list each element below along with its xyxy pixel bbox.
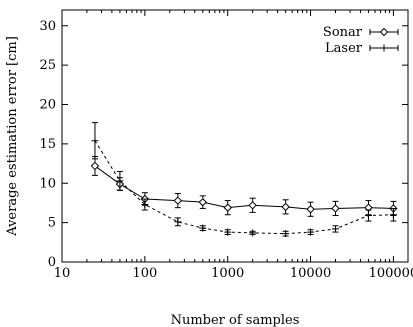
- series-laser: [91, 122, 397, 238]
- series-sonar: [90, 155, 398, 217]
- laser-point: [174, 218, 182, 226]
- y-tick-label: 25: [39, 58, 56, 73]
- y-tick-label: 30: [39, 19, 56, 34]
- legend-entry-sonar: Sonar: [323, 25, 399, 40]
- sonar-point: [306, 205, 315, 214]
- sonar-point: [281, 202, 290, 212]
- legend-marker-plus: [380, 44, 388, 52]
- laser-point: [224, 228, 232, 236]
- sonar-point: [173, 196, 183, 205]
- laser-point: [249, 229, 257, 237]
- plot-frame: [61, 9, 409, 263]
- x-tick-label: 10: [54, 266, 71, 281]
- sonar-point: [331, 204, 340, 213]
- laser-point: [116, 177, 124, 185]
- laser-point: [364, 212, 372, 220]
- sonar-point: [248, 201, 257, 210]
- x-axis-label: Number of samples: [171, 313, 300, 327]
- y-tick-label: 10: [39, 176, 56, 191]
- y-tick-label: 15: [39, 137, 56, 152]
- legend-entry-laser: Laser: [325, 41, 399, 56]
- y-axis-label: Average estimation error [cm]: [5, 36, 20, 237]
- laser-point: [307, 228, 315, 236]
- y-tick-label: 5: [48, 216, 56, 231]
- sonar-point: [198, 197, 207, 207]
- legend-label-laser: Laser: [325, 41, 363, 56]
- x-tick-label: 100: [132, 266, 157, 281]
- sonar-line: [94, 165, 394, 210]
- laser-point: [389, 211, 397, 219]
- y-tick-label: 0: [48, 255, 56, 270]
- x-tick-label: 10000: [290, 266, 331, 281]
- y-tick-label: 20: [39, 98, 56, 113]
- sonar-point: [90, 161, 100, 171]
- laser-point: [282, 230, 290, 238]
- laser-point: [331, 225, 339, 233]
- laser-point: [141, 201, 149, 209]
- x-tick-label: 100000: [369, 266, 413, 281]
- laser-line: [94, 140, 394, 235]
- legend-label-sonar: Sonar: [323, 25, 363, 40]
- sonar-point: [223, 203, 232, 212]
- x-tick-label: 1000: [211, 266, 244, 281]
- laser-point: [199, 224, 207, 232]
- laser-point: [91, 137, 99, 145]
- legend-marker-diamond: [379, 27, 389, 37]
